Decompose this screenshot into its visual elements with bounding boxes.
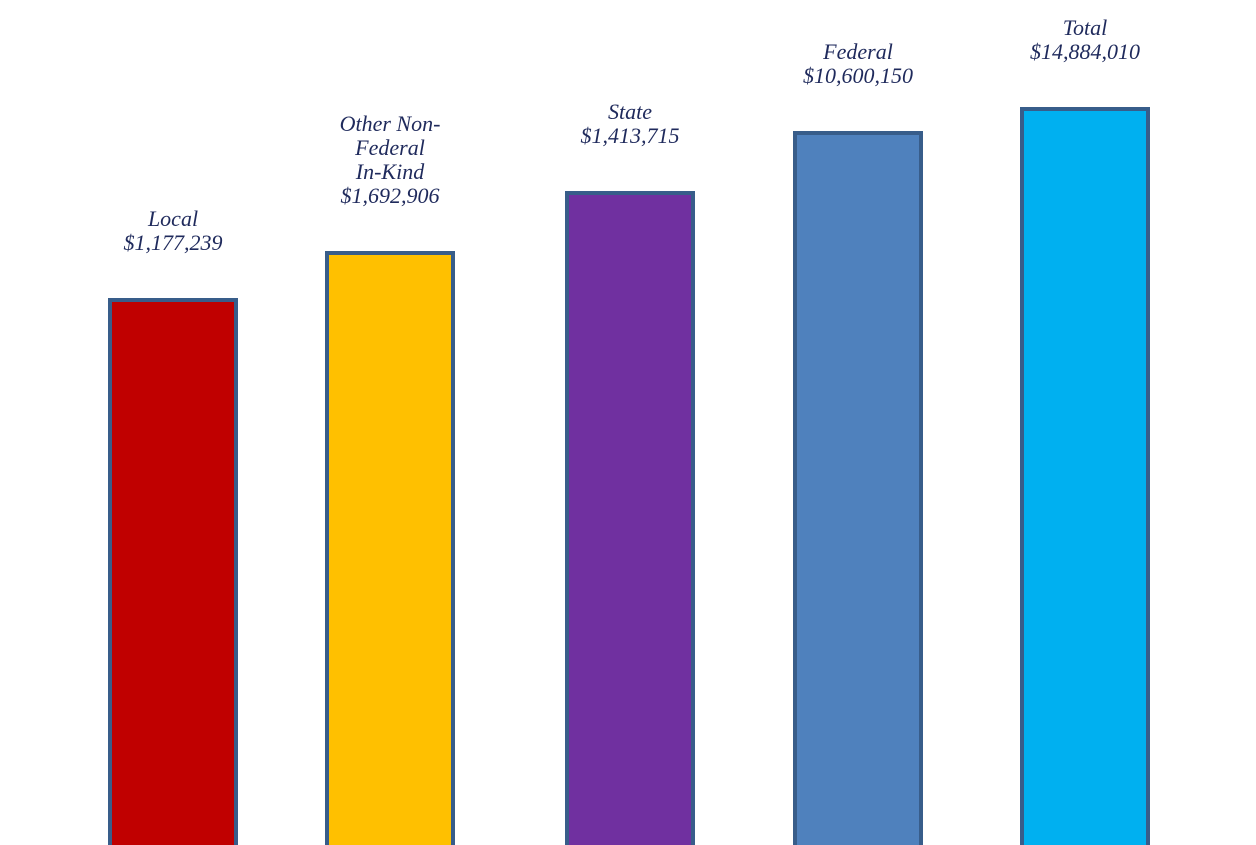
bar-label-line: Federal <box>354 135 425 160</box>
bar-label-line: $1,692,906 <box>341 183 440 208</box>
bar-label-line: $1,177,239 <box>124 230 223 255</box>
bar-label-line: Local <box>147 206 198 231</box>
bar-label-line: $14,884,010 <box>1030 39 1140 64</box>
bar-federal <box>793 131 923 845</box>
bar-local <box>108 298 238 845</box>
bar-label-line: $1,413,715 <box>581 123 680 148</box>
bar-label-line: $10,600,150 <box>803 63 913 88</box>
bar-label-line: Total <box>1063 15 1107 40</box>
bar-total <box>1020 107 1150 845</box>
bar-state <box>565 191 695 845</box>
bar-label-line: Federal <box>822 39 893 64</box>
bar-label-total: Total $14,884,010 <box>1030 15 1140 64</box>
bar-label-federal: Federal $10,600,150 <box>803 39 913 88</box>
bar-other-non-federal-in-kind <box>325 251 455 845</box>
bars-layer <box>108 107 1150 845</box>
bar-label-other-non-federal-in-kind: Other Non-Federal In-Kind $1,692,906 <box>340 111 441 208</box>
bar-label-line: Other Non- <box>340 111 441 136</box>
bar-label-line: In-Kind <box>355 159 425 184</box>
bar-label-line: State <box>608 99 652 124</box>
bar-label-local: Local $1,177,239 <box>124 206 223 255</box>
bar-label-state: State $1,413,715 <box>581 99 680 148</box>
